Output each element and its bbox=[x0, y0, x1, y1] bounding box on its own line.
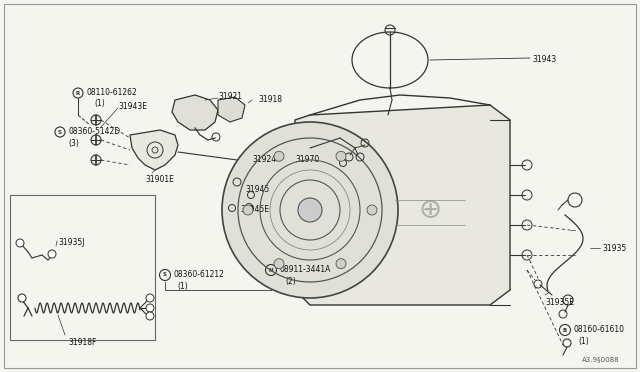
Text: 31921: 31921 bbox=[218, 92, 242, 101]
Text: 08110-61262: 08110-61262 bbox=[86, 88, 137, 97]
Bar bbox=[10, 195, 155, 340]
Text: A3.9§0088: A3.9§0088 bbox=[582, 356, 620, 362]
Text: ⊕: ⊕ bbox=[419, 196, 442, 224]
Text: B: B bbox=[563, 327, 567, 333]
Circle shape bbox=[298, 198, 322, 222]
Text: 08911-3441A: 08911-3441A bbox=[280, 265, 332, 274]
Text: N: N bbox=[269, 267, 273, 273]
Text: (1): (1) bbox=[94, 99, 105, 108]
Circle shape bbox=[146, 312, 154, 320]
Text: 31945E: 31945E bbox=[240, 205, 269, 214]
Text: 08160-61610: 08160-61610 bbox=[574, 325, 625, 334]
Polygon shape bbox=[218, 97, 245, 122]
Polygon shape bbox=[130, 130, 178, 170]
Text: 31901E: 31901E bbox=[145, 175, 174, 184]
Circle shape bbox=[336, 259, 346, 269]
Text: 31943E: 31943E bbox=[118, 102, 147, 111]
Text: 31918F: 31918F bbox=[68, 338, 97, 347]
Circle shape bbox=[336, 151, 346, 161]
Text: (2): (2) bbox=[285, 277, 296, 286]
Text: 31935: 31935 bbox=[602, 244, 627, 253]
Circle shape bbox=[274, 151, 284, 161]
Circle shape bbox=[222, 122, 398, 298]
Text: (1): (1) bbox=[177, 282, 188, 291]
Circle shape bbox=[18, 294, 26, 302]
Text: 31935J: 31935J bbox=[58, 238, 84, 247]
Circle shape bbox=[146, 304, 154, 312]
Circle shape bbox=[243, 205, 253, 215]
Text: 08360-5142D: 08360-5142D bbox=[68, 127, 120, 136]
Text: 31935E: 31935E bbox=[545, 298, 574, 307]
Bar bbox=[270, 240, 286, 265]
Text: 31943: 31943 bbox=[532, 55, 556, 64]
Text: (1): (1) bbox=[578, 337, 589, 346]
Text: 08360-61212: 08360-61212 bbox=[174, 270, 225, 279]
Text: (3): (3) bbox=[68, 139, 79, 148]
Text: R: R bbox=[76, 90, 80, 96]
Text: 31970: 31970 bbox=[295, 155, 319, 164]
Circle shape bbox=[367, 205, 377, 215]
Circle shape bbox=[48, 250, 56, 258]
Text: S: S bbox=[163, 273, 167, 278]
Circle shape bbox=[274, 259, 284, 269]
Polygon shape bbox=[295, 105, 510, 305]
Circle shape bbox=[146, 294, 154, 302]
Text: 31918: 31918 bbox=[258, 95, 282, 104]
Text: S: S bbox=[58, 129, 62, 135]
Text: 31945: 31945 bbox=[245, 185, 269, 194]
Text: 31924: 31924 bbox=[252, 155, 276, 164]
Circle shape bbox=[16, 239, 24, 247]
Polygon shape bbox=[172, 95, 218, 130]
